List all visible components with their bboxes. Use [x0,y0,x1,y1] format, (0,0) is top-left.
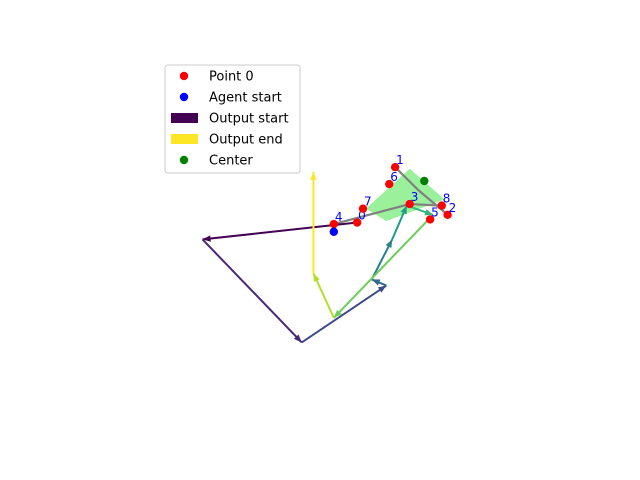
point-5: 5 [425,205,439,224]
agent-start-point [329,227,339,236]
gray-segment-1 [417,189,449,216]
point-4: 4 [329,210,343,229]
legend-label: Output end [209,133,283,148]
path-segment-9 [310,171,317,274]
legend-label: Output start [209,112,289,127]
output-path-layer [201,171,434,344]
point-label: 5 [431,205,439,219]
path-segment-1 [201,238,303,344]
point-label: 4 [335,210,343,224]
point-3: 3 [405,190,419,209]
path-segment-7 [333,214,434,319]
center-point [420,176,429,186]
legend-entry-0: Point 0 [179,70,254,85]
legend-frame [164,64,301,174]
point-label: 0 [358,209,366,223]
point-0: 0 [352,209,366,227]
point-label: 1 [396,153,404,167]
path-segment-8 [312,272,335,319]
point-8: 8 [437,192,451,210]
point-7: 7 [358,195,372,213]
target-region-layer [365,168,445,221]
legend-label: Point 0 [209,70,254,85]
gray-segment-0 [394,166,420,192]
point-1: 1 [390,153,404,172]
point-label: 6 [390,170,398,184]
legend-entry-2: Output start [171,112,289,127]
point-2: 2 [443,201,457,220]
target-region [365,168,445,221]
point-label: 8 [443,192,451,206]
gray-segment-3 [409,202,442,207]
legend-label: Agent start [209,91,282,106]
point-label: 3 [411,190,419,204]
legend-entry-1: Agent start [179,91,282,106]
point-label: 2 [449,201,457,215]
gray-segment-layer [333,166,449,226]
points-layer: 0 1 2 3 4 5 6 7 8 [329,153,457,236]
path-segment-5 [391,205,408,240]
gray-segment-2 [333,202,410,226]
legend-entry-3: Output end [171,133,283,148]
path-segment-4 [370,238,394,280]
legend-label: Center [209,154,253,169]
path-segment-3 [371,278,387,287]
path-segment-2 [301,284,387,344]
point-label: 7 [364,195,372,209]
point-6: 6 [385,170,398,189]
legend-entry-4: Center [179,154,253,169]
legend: Point 0 Agent start Output start Output end… [164,64,301,174]
